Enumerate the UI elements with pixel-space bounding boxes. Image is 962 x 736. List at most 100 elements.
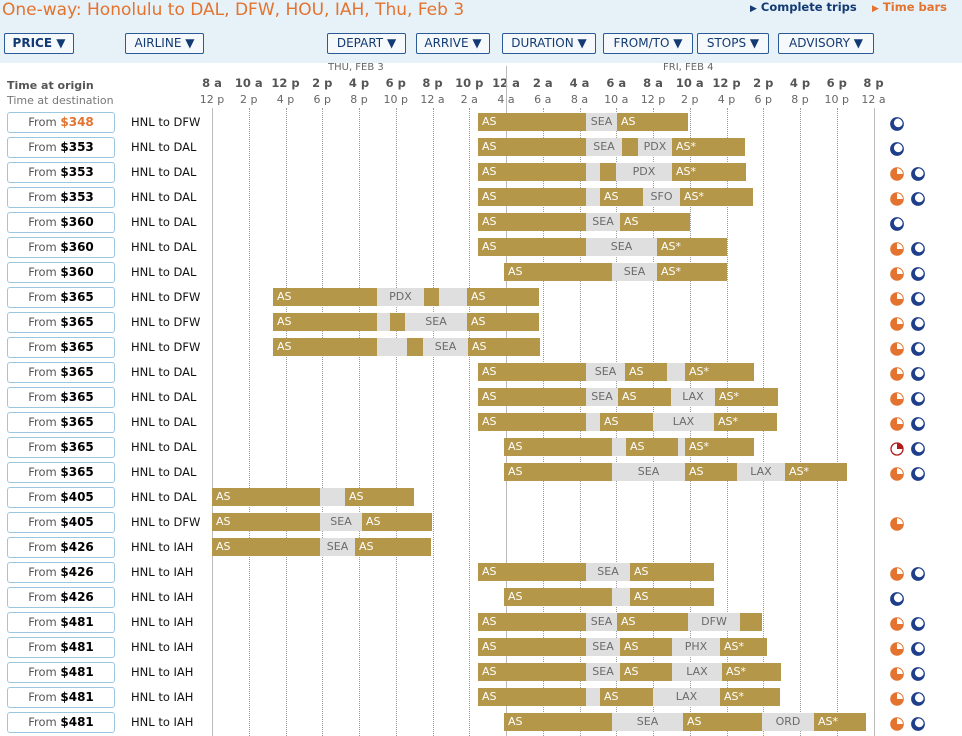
layover-segment-bar[interactable] <box>612 438 626 456</box>
price-button[interactable]: From $426 <box>7 537 115 558</box>
flight-segment-bar[interactable]: AS <box>504 263 612 281</box>
red-eye-moon-icon[interactable] <box>890 141 904 156</box>
flight-segment-bar[interactable]: AS <box>355 538 431 556</box>
price-button[interactable]: From $365 <box>7 337 115 358</box>
layover-segment-bar[interactable] <box>667 363 685 381</box>
flight-segment-bar[interactable]: AS <box>630 563 714 581</box>
layover-segment-bar[interactable]: SFO <box>643 188 680 206</box>
flight-segment-bar[interactable]: AS <box>478 163 586 181</box>
red-eye-moon-icon[interactable] <box>911 466 925 481</box>
layover-segment-bar[interactable]: ORD <box>762 713 814 731</box>
flight-segment-bar[interactable]: AS* <box>685 438 754 456</box>
red-eye-moon-icon[interactable] <box>890 591 904 606</box>
red-eye-moon-icon[interactable] <box>911 666 925 681</box>
price-button[interactable]: From $426 <box>7 562 115 583</box>
layover-segment-bar[interactable]: SEA <box>586 138 622 156</box>
long-connection-clock-icon[interactable] <box>890 566 904 581</box>
flight-segment-bar[interactable]: AS* <box>657 263 727 281</box>
flight-segment-bar[interactable]: AS <box>212 513 320 531</box>
red-eye-moon-icon[interactable] <box>911 291 925 306</box>
flight-segment-bar[interactable] <box>407 338 423 356</box>
flight-segment-bar[interactable]: AS <box>504 588 612 606</box>
layover-segment-bar[interactable]: PHX <box>672 638 720 656</box>
layover-segment-bar[interactable]: SEA <box>586 238 657 256</box>
flight-segment-bar[interactable]: AS <box>600 413 653 431</box>
layover-segment-bar[interactable] <box>586 188 600 206</box>
flight-segment-bar[interactable]: AS* <box>785 463 847 481</box>
flight-segment-bar[interactable]: AS <box>478 688 586 706</box>
sort-airline-button[interactable]: AIRLINE ▼ <box>125 33 204 54</box>
flight-segment-bar[interactable]: AS <box>212 538 320 556</box>
flight-segment-bar[interactable]: AS <box>478 563 586 581</box>
sort-price-button[interactable]: PRICE ▼ <box>4 33 74 54</box>
price-button[interactable]: From $405 <box>7 487 115 508</box>
sort-from-to-button[interactable]: FROM/TO ▼ <box>603 33 693 54</box>
layover-segment-bar[interactable]: SEA <box>612 263 657 281</box>
long-connection-clock-icon[interactable] <box>890 466 904 481</box>
red-eye-moon-icon[interactable] <box>911 341 925 356</box>
long-connection-clock-icon[interactable] <box>890 291 904 306</box>
layover-segment-bar[interactable]: SEA <box>586 563 630 581</box>
red-eye-moon-icon[interactable] <box>911 641 925 656</box>
long-connection-clock-icon[interactable] <box>890 691 904 706</box>
flight-segment-bar[interactable]: AS <box>617 113 688 131</box>
price-button[interactable]: From $481 <box>7 612 115 633</box>
long-connection-clock-icon[interactable] <box>890 616 904 631</box>
layover-segment-bar[interactable]: SEA <box>405 313 467 331</box>
price-button[interactable]: From $365 <box>7 412 115 433</box>
flight-segment-bar[interactable]: AS <box>467 288 539 306</box>
price-button[interactable]: From $360 <box>7 237 115 258</box>
flight-segment-bar[interactable] <box>622 138 638 156</box>
red-eye-moon-icon[interactable] <box>890 116 904 131</box>
long-connection-clock-icon[interactable] <box>890 191 904 206</box>
long-connection-clock-icon[interactable] <box>890 666 904 681</box>
long-connection-clock-icon[interactable] <box>890 341 904 356</box>
flight-segment-bar[interactable]: AS <box>683 713 762 731</box>
red-eye-moon-icon[interactable] <box>911 366 925 381</box>
layover-segment-bar[interactable]: SEA <box>586 638 620 656</box>
flight-segment-bar[interactable]: AS* <box>672 138 745 156</box>
sort-depart-button[interactable]: DEPART ▼ <box>327 33 406 54</box>
flight-segment-bar[interactable] <box>600 163 616 181</box>
layover-segment-bar[interactable]: LAX <box>672 663 722 681</box>
long-connection-clock-icon[interactable] <box>890 316 904 331</box>
long-connection-clock-icon[interactable] <box>890 166 904 181</box>
red-eye-moon-icon[interactable] <box>911 241 925 256</box>
complete-trips-link[interactable]: ▶ Complete trips <box>750 0 857 14</box>
red-eye-moon-icon[interactable] <box>890 216 904 231</box>
layover-segment-bar[interactable] <box>377 338 407 356</box>
sort-advisory-button[interactable]: ADVISORY ▼ <box>778 33 874 54</box>
layover-segment-bar[interactable]: SEA <box>423 338 468 356</box>
price-button[interactable]: From $365 <box>7 387 115 408</box>
flight-segment-bar[interactable]: AS <box>478 388 586 406</box>
flight-segment-bar[interactable]: AS <box>618 388 671 406</box>
flight-segment-bar[interactable]: AS* <box>715 388 778 406</box>
flight-segment-bar[interactable]: AS <box>504 438 612 456</box>
price-button[interactable]: From $365 <box>7 312 115 333</box>
layover-segment-bar[interactable] <box>320 488 345 506</box>
red-eye-moon-icon[interactable] <box>911 441 925 456</box>
long-connection-clock-icon[interactable] <box>890 241 904 256</box>
price-button[interactable]: From $348 <box>7 112 115 133</box>
price-button[interactable]: From $353 <box>7 162 115 183</box>
layover-segment-bar[interactable]: LAX <box>737 463 785 481</box>
red-eye-moon-icon[interactable] <box>911 416 925 431</box>
layover-segment-bar[interactable]: LAX <box>653 688 720 706</box>
flight-segment-bar[interactable]: AS <box>478 663 586 681</box>
flight-segment-bar[interactable]: AS <box>504 463 612 481</box>
short-connection-clock-icon[interactable] <box>890 441 904 456</box>
sort-arrive-button[interactable]: ARRIVE ▼ <box>416 33 490 54</box>
flight-segment-bar[interactable]: AS <box>620 663 672 681</box>
red-eye-moon-icon[interactable] <box>911 691 925 706</box>
flight-segment-bar[interactable]: AS <box>478 363 586 381</box>
flight-segment-bar[interactable]: AS <box>273 288 377 306</box>
layover-segment-bar[interactable]: SEA <box>586 113 617 131</box>
price-button[interactable]: From $365 <box>7 462 115 483</box>
price-button[interactable]: From $426 <box>7 587 115 608</box>
flight-segment-bar[interactable]: AS <box>625 363 667 381</box>
price-button[interactable]: From $360 <box>7 212 115 233</box>
layover-segment-bar[interactable] <box>439 288 467 306</box>
layover-segment-bar[interactable] <box>612 588 630 606</box>
flight-segment-bar[interactable] <box>740 613 762 631</box>
layover-segment-bar[interactable]: LAX <box>671 388 715 406</box>
